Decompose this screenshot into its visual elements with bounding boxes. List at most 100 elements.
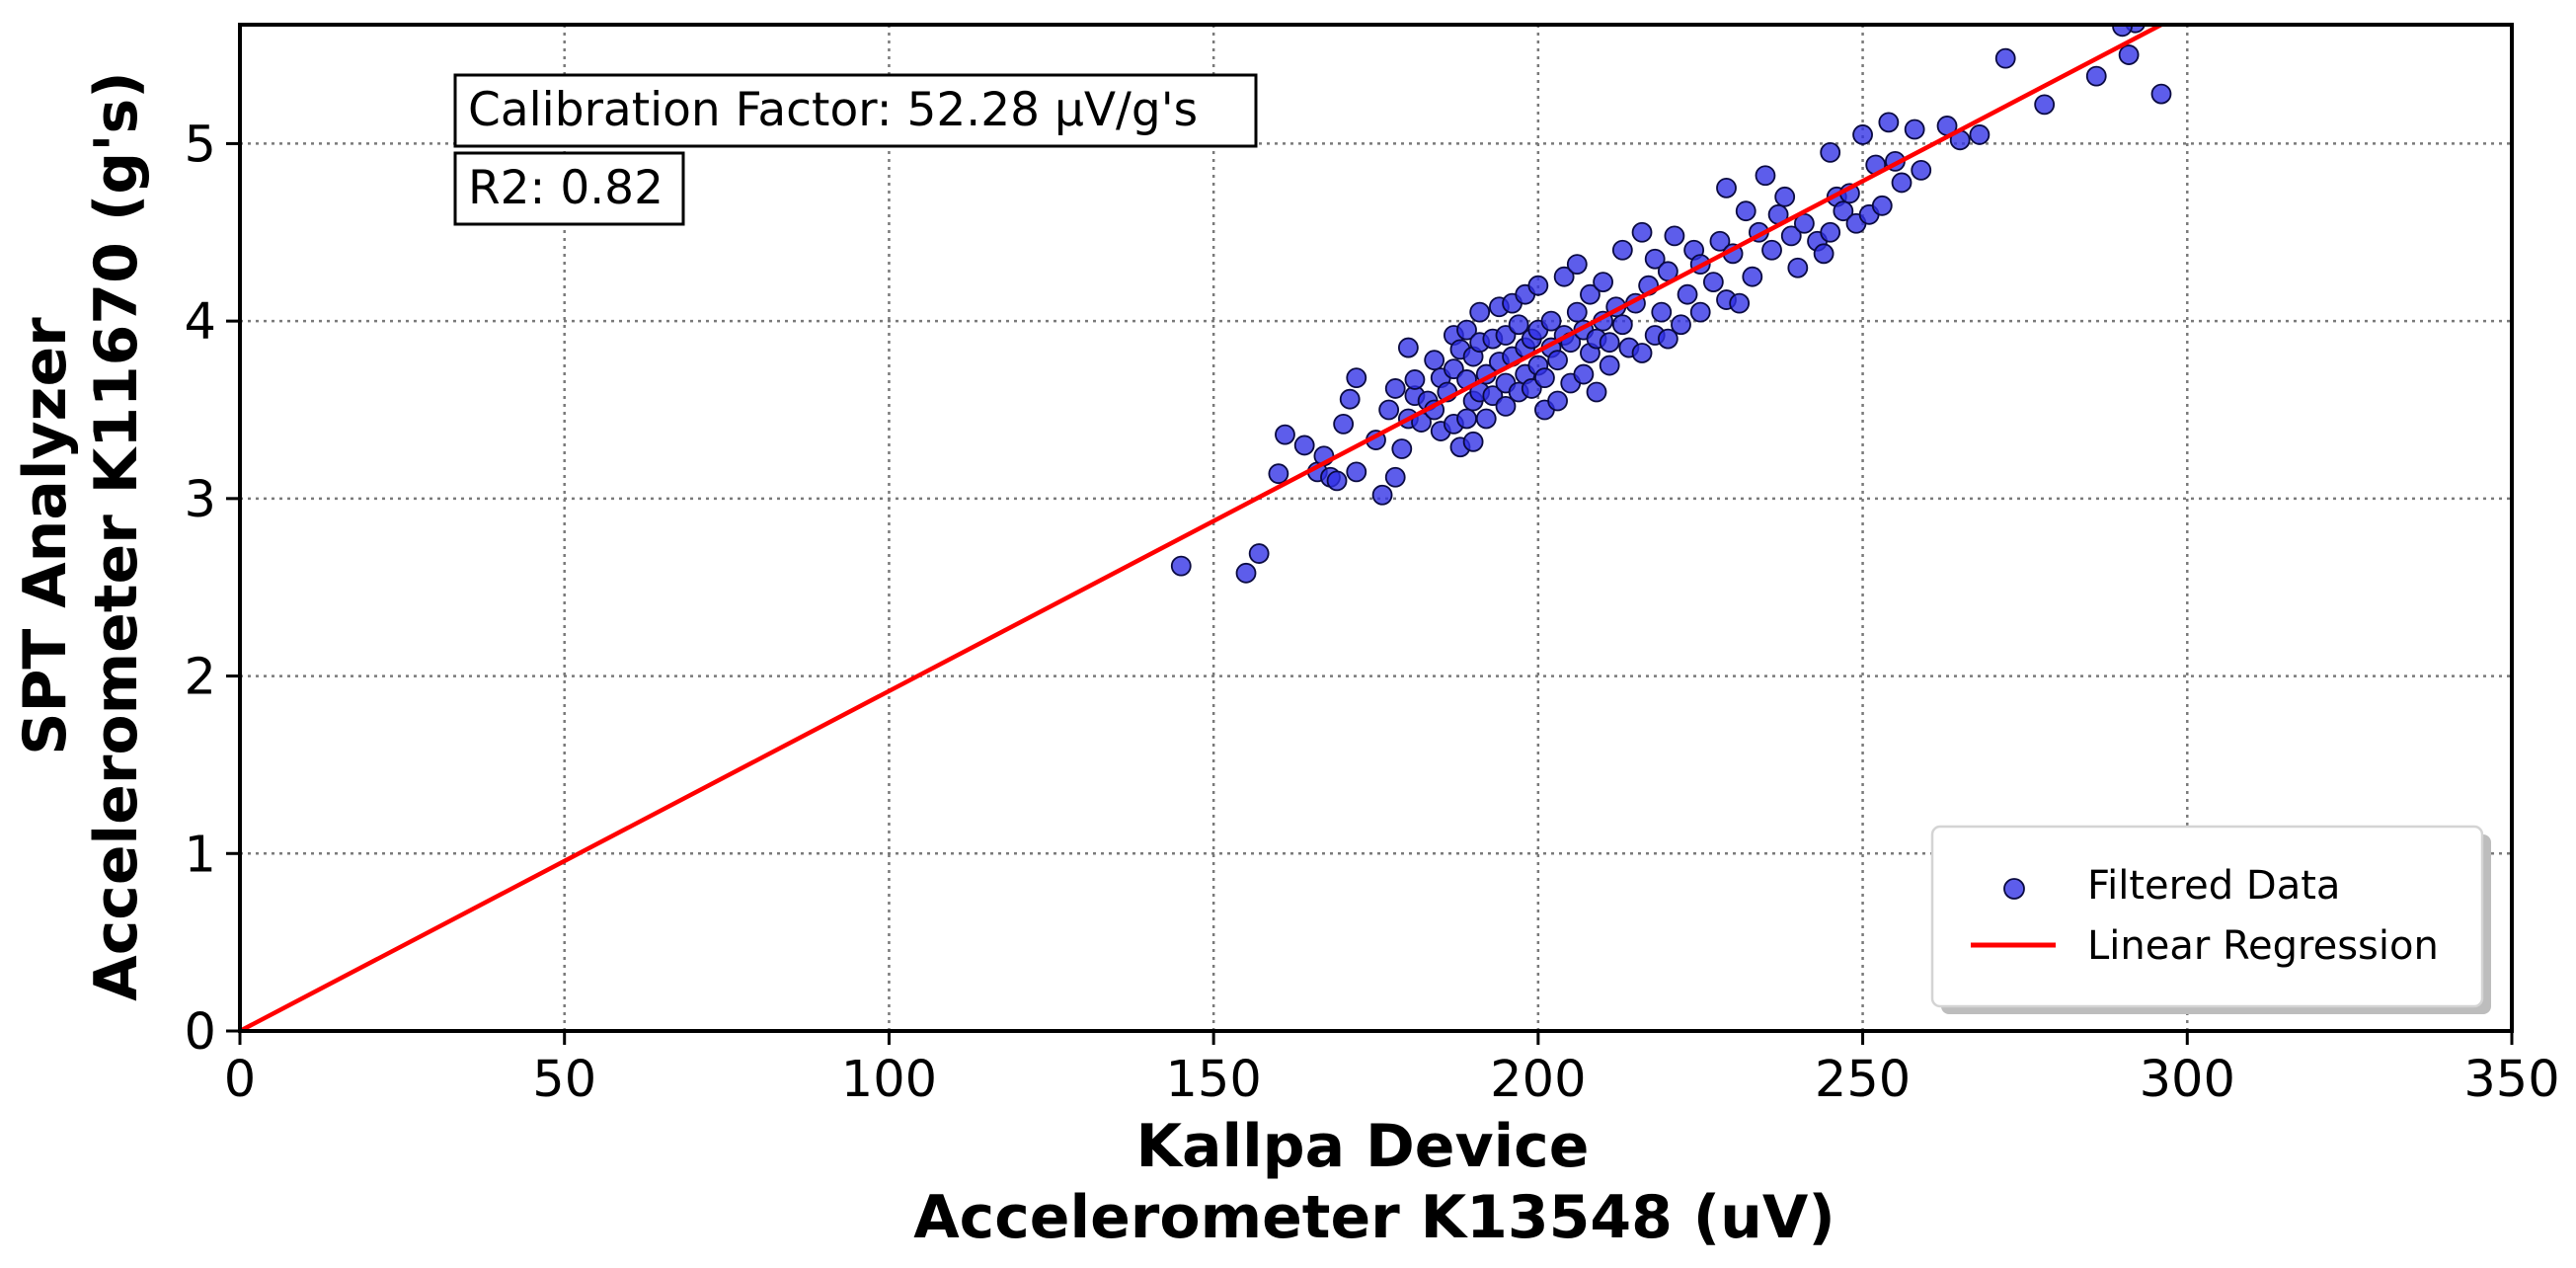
data-point [1631, 221, 1653, 243]
data-point [1774, 186, 1796, 207]
x-tick-label: 0 [224, 1051, 256, 1109]
y-tick-label: 2 [185, 649, 216, 707]
scatter-points [1170, 25, 2172, 584]
legend-label-filtered-data: Filtered Data [2087, 863, 2340, 909]
data-point [1631, 343, 1653, 363]
data-point [1333, 413, 1355, 435]
data-point [1462, 431, 1484, 452]
data-point [1456, 408, 1477, 430]
data-point [2085, 65, 2107, 87]
x-tick-label: 250 [1815, 1051, 1911, 1109]
data-point [2034, 94, 2056, 116]
data-point [1593, 272, 1613, 292]
data-point [1651, 301, 1673, 323]
data-point [1275, 424, 1295, 445]
data-point [1611, 239, 1633, 261]
y-tick-label: 1 [185, 826, 216, 884]
data-point [1755, 165, 1776, 187]
data-point [1495, 395, 1517, 417]
data-point [1611, 314, 1633, 336]
data-point [1871, 195, 1893, 216]
data-point [1404, 369, 1426, 390]
data-point [1599, 332, 1620, 354]
data-point [1780, 225, 1802, 247]
data-point [1761, 239, 1782, 261]
data-point [1891, 172, 1912, 194]
data-point [1268, 463, 1289, 485]
data-point [1904, 119, 1925, 140]
data-point [1248, 543, 1270, 564]
data-point [1820, 141, 1841, 163]
x-tick-label: 100 [841, 1051, 937, 1109]
data-point [1346, 461, 1367, 483]
data-point [1534, 367, 1555, 389]
data-point [1293, 435, 1315, 456]
data-point [1547, 350, 1568, 371]
legend-label-linear-regression: Linear Regression [2087, 923, 2439, 969]
data-point [1716, 177, 1737, 198]
data-point [1664, 225, 1685, 247]
data-point [1553, 266, 1575, 287]
data-point [1540, 310, 1562, 332]
data-point [1326, 470, 1348, 492]
x-tick-label: 50 [532, 1051, 596, 1109]
data-point [1820, 221, 1841, 243]
r2-box [453, 151, 685, 226]
data-point [1346, 367, 1367, 389]
data-point [1657, 328, 1678, 350]
data-point [2150, 83, 2172, 105]
data-point [1878, 112, 1900, 133]
data-point [1573, 363, 1595, 385]
data-point [1339, 388, 1361, 410]
data-point [1391, 438, 1413, 459]
data-point [1735, 200, 1756, 222]
data-point [1599, 355, 1620, 376]
x-tick-label: 350 [2463, 1051, 2559, 1109]
x-tick-label: 200 [1490, 1051, 1586, 1109]
legend-box [1930, 825, 2484, 1008]
data-point [1527, 275, 1549, 296]
plot-frame [238, 23, 2514, 1033]
data-point [1586, 381, 1607, 403]
data-point [1742, 266, 1763, 287]
x-axis-title-line-1: Kallpa Device [1136, 1112, 1590, 1181]
data-point [1709, 230, 1731, 252]
y-axis-title-line-2: Accelerometer K11670 (g's) [82, 71, 151, 1000]
x-tick-label: 150 [1165, 1051, 1261, 1109]
legend: Filtered Data Linear Regression [1930, 825, 2491, 1014]
legend-marker-filtered-data [2003, 878, 2025, 900]
regression-line-layer [240, 25, 2163, 1031]
data-point [1813, 243, 1834, 265]
data-point [1994, 47, 2016, 69]
y-tick-label: 4 [185, 293, 216, 352]
data-point [1397, 337, 1419, 358]
data-point [1702, 272, 1724, 292]
data-point [1424, 350, 1445, 371]
data-point [1456, 319, 1477, 341]
data-point [1852, 124, 1873, 145]
data-point [1469, 301, 1491, 323]
data-point [1566, 254, 1588, 276]
data-point [1671, 314, 1691, 336]
data-point [1566, 301, 1588, 323]
y-axis-title: SPT Analyzer Accelerometer K11670 (g's) [11, 71, 151, 1000]
data-point [2118, 44, 2140, 65]
axis-ticks: 0 50 100 150 200 250 300 350 0 1 2 3 4 5 [185, 116, 2560, 1109]
y-tick-label: 5 [185, 116, 216, 174]
data-point [1170, 555, 1192, 577]
data-point [1384, 466, 1406, 488]
calibration-factor-annotation: Calibration Factor: 52.28 µV/g's [453, 73, 1258, 148]
data-point [1371, 484, 1393, 506]
data-point [1508, 314, 1529, 336]
data-point [1644, 248, 1666, 270]
y-tick-label: 3 [185, 471, 216, 529]
y-tick-label: 0 [185, 1003, 216, 1062]
data-point [1729, 292, 1751, 314]
r2-text: R2: 0.82 [468, 161, 664, 215]
data-point [1547, 390, 1568, 412]
data-point [1833, 200, 1854, 222]
calibration-factor-box [453, 73, 1258, 148]
y-axis-title-line-1: SPT Analyzer [11, 317, 80, 755]
data-point [1384, 378, 1406, 399]
